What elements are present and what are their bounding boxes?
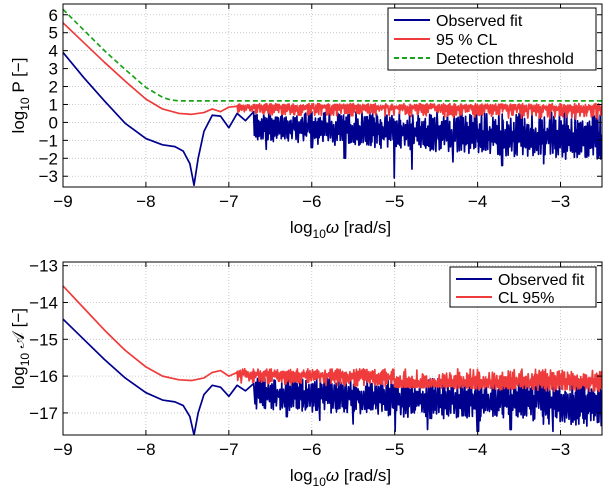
plot-area: [63, 285, 602, 435]
y-tick-label: −13: [29, 257, 58, 276]
x-tick-label: −9: [53, 192, 72, 211]
x-tick-label: −9: [53, 440, 72, 459]
legend-label: Observed fit: [436, 13, 523, 30]
x-tick-label: −5: [385, 440, 404, 459]
plot-area: [63, 8, 602, 187]
y-tick-label: −17: [29, 404, 58, 423]
series-line-cl-95-: [63, 285, 602, 393]
y-tick-label: −15: [29, 330, 58, 349]
legend: Observed fit 95 % CL Detection threshold: [387, 7, 597, 71]
y-tick-label: 6: [49, 6, 58, 25]
y-tick-label: 0: [49, 113, 58, 132]
y-tick-label: 2: [49, 78, 58, 97]
legend-box: [449, 266, 597, 308]
y-tick-label: 4: [49, 42, 58, 61]
legend-label: Detection threshold: [436, 51, 574, 68]
x-tick-label: −3: [551, 192, 570, 211]
y-tick-label: −3: [39, 167, 58, 186]
legend-label: Observed fit: [498, 272, 585, 289]
y-tick-label: 5: [49, 24, 58, 43]
y-axis-label: log10 𝒜 [−]: [9, 308, 32, 389]
y-tick-label: −2: [39, 149, 58, 168]
x-tick-label: −7: [219, 192, 238, 211]
x-axis-label: log10ω [rad/s]: [290, 466, 391, 489]
legend-label: CL 95%: [498, 290, 554, 307]
y-tick-label: −1: [39, 131, 58, 150]
series-line-95-cl: [63, 22, 602, 120]
bottom-chart-amplitude: −9 −8 −7 −6 −5 −4 −3 −17 −16 −15 −14 −13 log10ω [rad…: [9, 257, 603, 489]
x-axis-label: log10ω [rad/s]: [290, 218, 391, 241]
y-tick-label: 3: [49, 60, 58, 79]
series-line-observed-fit: [63, 51, 602, 187]
x-tick-label: −3: [551, 440, 570, 459]
x-tick-label: −4: [468, 192, 487, 211]
x-tick-label: −8: [136, 440, 155, 459]
x-tick-label: −6: [302, 192, 321, 211]
y-tick-label: −14: [29, 293, 58, 312]
series-line-detection-threshold: [63, 8, 602, 102]
x-tick-label: −5: [385, 192, 404, 211]
y-axis-label: log10 P [−]: [9, 58, 32, 134]
x-tick-label: −8: [136, 192, 155, 211]
axes-frame: [62, 261, 603, 436]
x-tick-label: −7: [219, 440, 238, 459]
y-tick-label: −16: [29, 367, 58, 386]
x-tick-label: −4: [468, 440, 487, 459]
x-tick-label: −6: [302, 440, 321, 459]
y-tick-label: 1: [49, 95, 58, 114]
axes-frame: [62, 3, 603, 188]
legend-label: 95 % CL: [436, 32, 497, 49]
